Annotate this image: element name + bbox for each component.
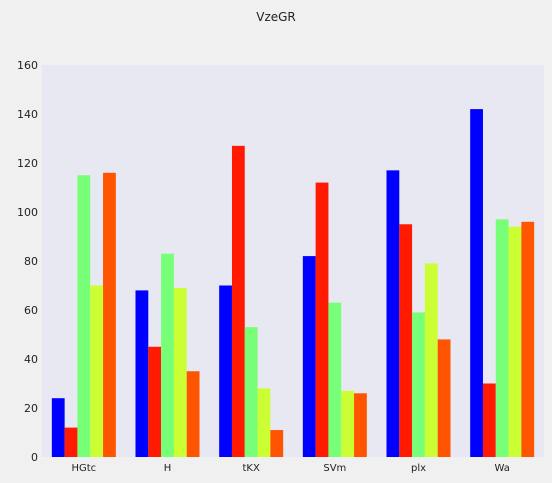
x-tick-label: Wa	[494, 463, 509, 474]
bar-H-series-1	[135, 290, 149, 457]
bar-plx-series-5	[437, 339, 451, 457]
bar-HGtc-series-5	[103, 172, 116, 458]
bar-SVm-series-1	[302, 256, 316, 457]
bar-tKX-series-4	[257, 388, 271, 457]
bar-plx-series-3	[412, 312, 425, 457]
y-tick-label: 20	[24, 402, 38, 415]
bar-H-series-4	[173, 287, 187, 457]
y-tick-label: 160	[17, 59, 38, 72]
bar-tKX-series-3	[244, 327, 258, 457]
bar-SVm-series-4	[341, 390, 355, 457]
y-tick-label: 0	[31, 451, 38, 464]
bar-HGtc-series-1	[51, 398, 65, 457]
bar-plx-series-1	[386, 170, 400, 457]
bar-Wa-series-3	[495, 219, 509, 457]
bar-tKX-series-5	[270, 430, 284, 457]
y-tick-label: 100	[17, 206, 38, 219]
bar-Wa-series-2	[482, 383, 496, 457]
bar-H-series-3	[161, 253, 174, 457]
y-tick-label: 40	[24, 353, 38, 366]
bar-Wa-series-1	[470, 109, 483, 457]
x-tick-label: SVm	[323, 463, 346, 474]
bar-plx-series-4	[424, 263, 438, 457]
y-tick-label: 140	[17, 108, 38, 121]
bar-HGtc-series-2	[64, 427, 78, 457]
y-tick-label: 120	[17, 157, 38, 170]
y-tick-label: 80	[24, 255, 38, 268]
bar-HGtc-series-3	[77, 175, 91, 457]
bar-SVm-series-2	[315, 182, 329, 457]
bar-tKX-series-2	[231, 145, 245, 457]
bar-SVm-series-5	[354, 393, 367, 457]
y-tick-label: 60	[24, 304, 38, 317]
bar-Wa-series-4	[508, 226, 522, 457]
x-tick-label: plx	[411, 463, 426, 474]
bar-plx-series-2	[399, 224, 413, 457]
bar-tKX-series-1	[219, 285, 232, 457]
plot-area	[42, 65, 544, 457]
bar-SVm-series-3	[328, 302, 342, 457]
x-tick-label: HGtc	[71, 463, 96, 474]
bar-H-series-2	[148, 346, 162, 457]
chart-title: VzeGR	[256, 10, 296, 24]
bar-Wa-series-5	[521, 221, 535, 457]
x-tick-label: tKX	[242, 463, 259, 474]
bar-H-series-5	[186, 371, 200, 457]
bar-HGtc-series-4	[90, 285, 104, 457]
x-tick-label: H	[164, 463, 172, 474]
